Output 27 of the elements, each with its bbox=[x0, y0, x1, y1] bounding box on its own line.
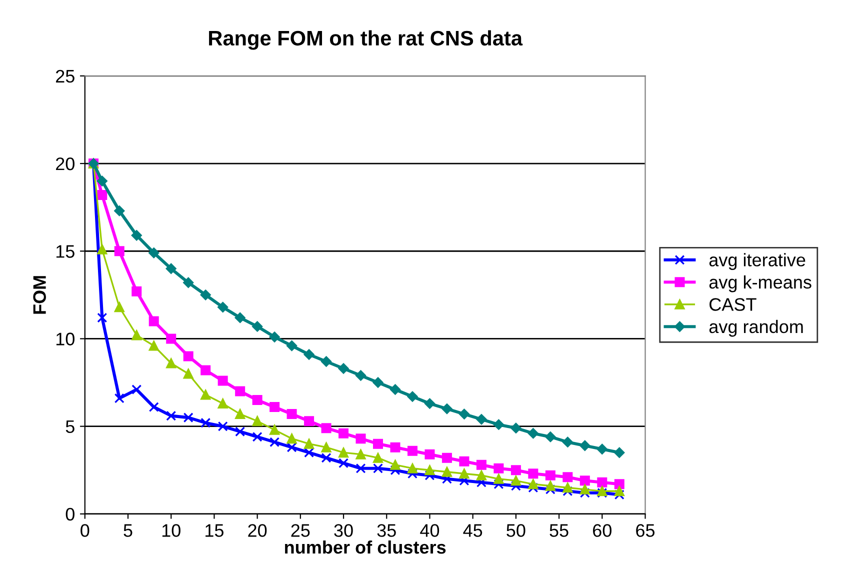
x-axis-title: number of clusters bbox=[285, 540, 446, 554]
y-tick-label: 20 bbox=[56, 157, 74, 170]
x-tick-label: 5 bbox=[124, 524, 132, 537]
x-tick-label: 35 bbox=[377, 524, 396, 537]
y-tick-label: 25 bbox=[56, 70, 74, 83]
y-tick-label: 0 bbox=[66, 508, 74, 521]
x-tick-label: 50 bbox=[506, 524, 526, 537]
x-tick-label: 60 bbox=[593, 524, 612, 537]
x-tick-label: 25 bbox=[291, 524, 310, 537]
chart-title: Range FOM on the rat CNS data bbox=[209, 30, 523, 50]
x-tick-label: 30 bbox=[334, 524, 353, 537]
x-tick-label: 15 bbox=[206, 524, 224, 537]
x-tick-label: 0 bbox=[80, 524, 90, 537]
legend-label: avg k-means bbox=[709, 275, 812, 292]
x-tick-label: 65 bbox=[636, 524, 655, 537]
x-tick-label: 40 bbox=[420, 524, 440, 537]
x-tick-label: 45 bbox=[463, 524, 482, 537]
y-tick-label: 5 bbox=[66, 420, 74, 434]
legend-label: avg random bbox=[709, 320, 803, 337]
y-tick-label: 15 bbox=[56, 245, 74, 258]
y-axis-title: FOM bbox=[33, 276, 46, 314]
x-tick-label: 20 bbox=[248, 524, 267, 537]
legend-label: avg iterative bbox=[709, 253, 806, 270]
x-tick-label: 10 bbox=[162, 524, 180, 537]
x-tick-label: 55 bbox=[550, 524, 568, 537]
y-tick-label: 10 bbox=[56, 332, 74, 346]
legend-label: CAST bbox=[710, 298, 756, 311]
